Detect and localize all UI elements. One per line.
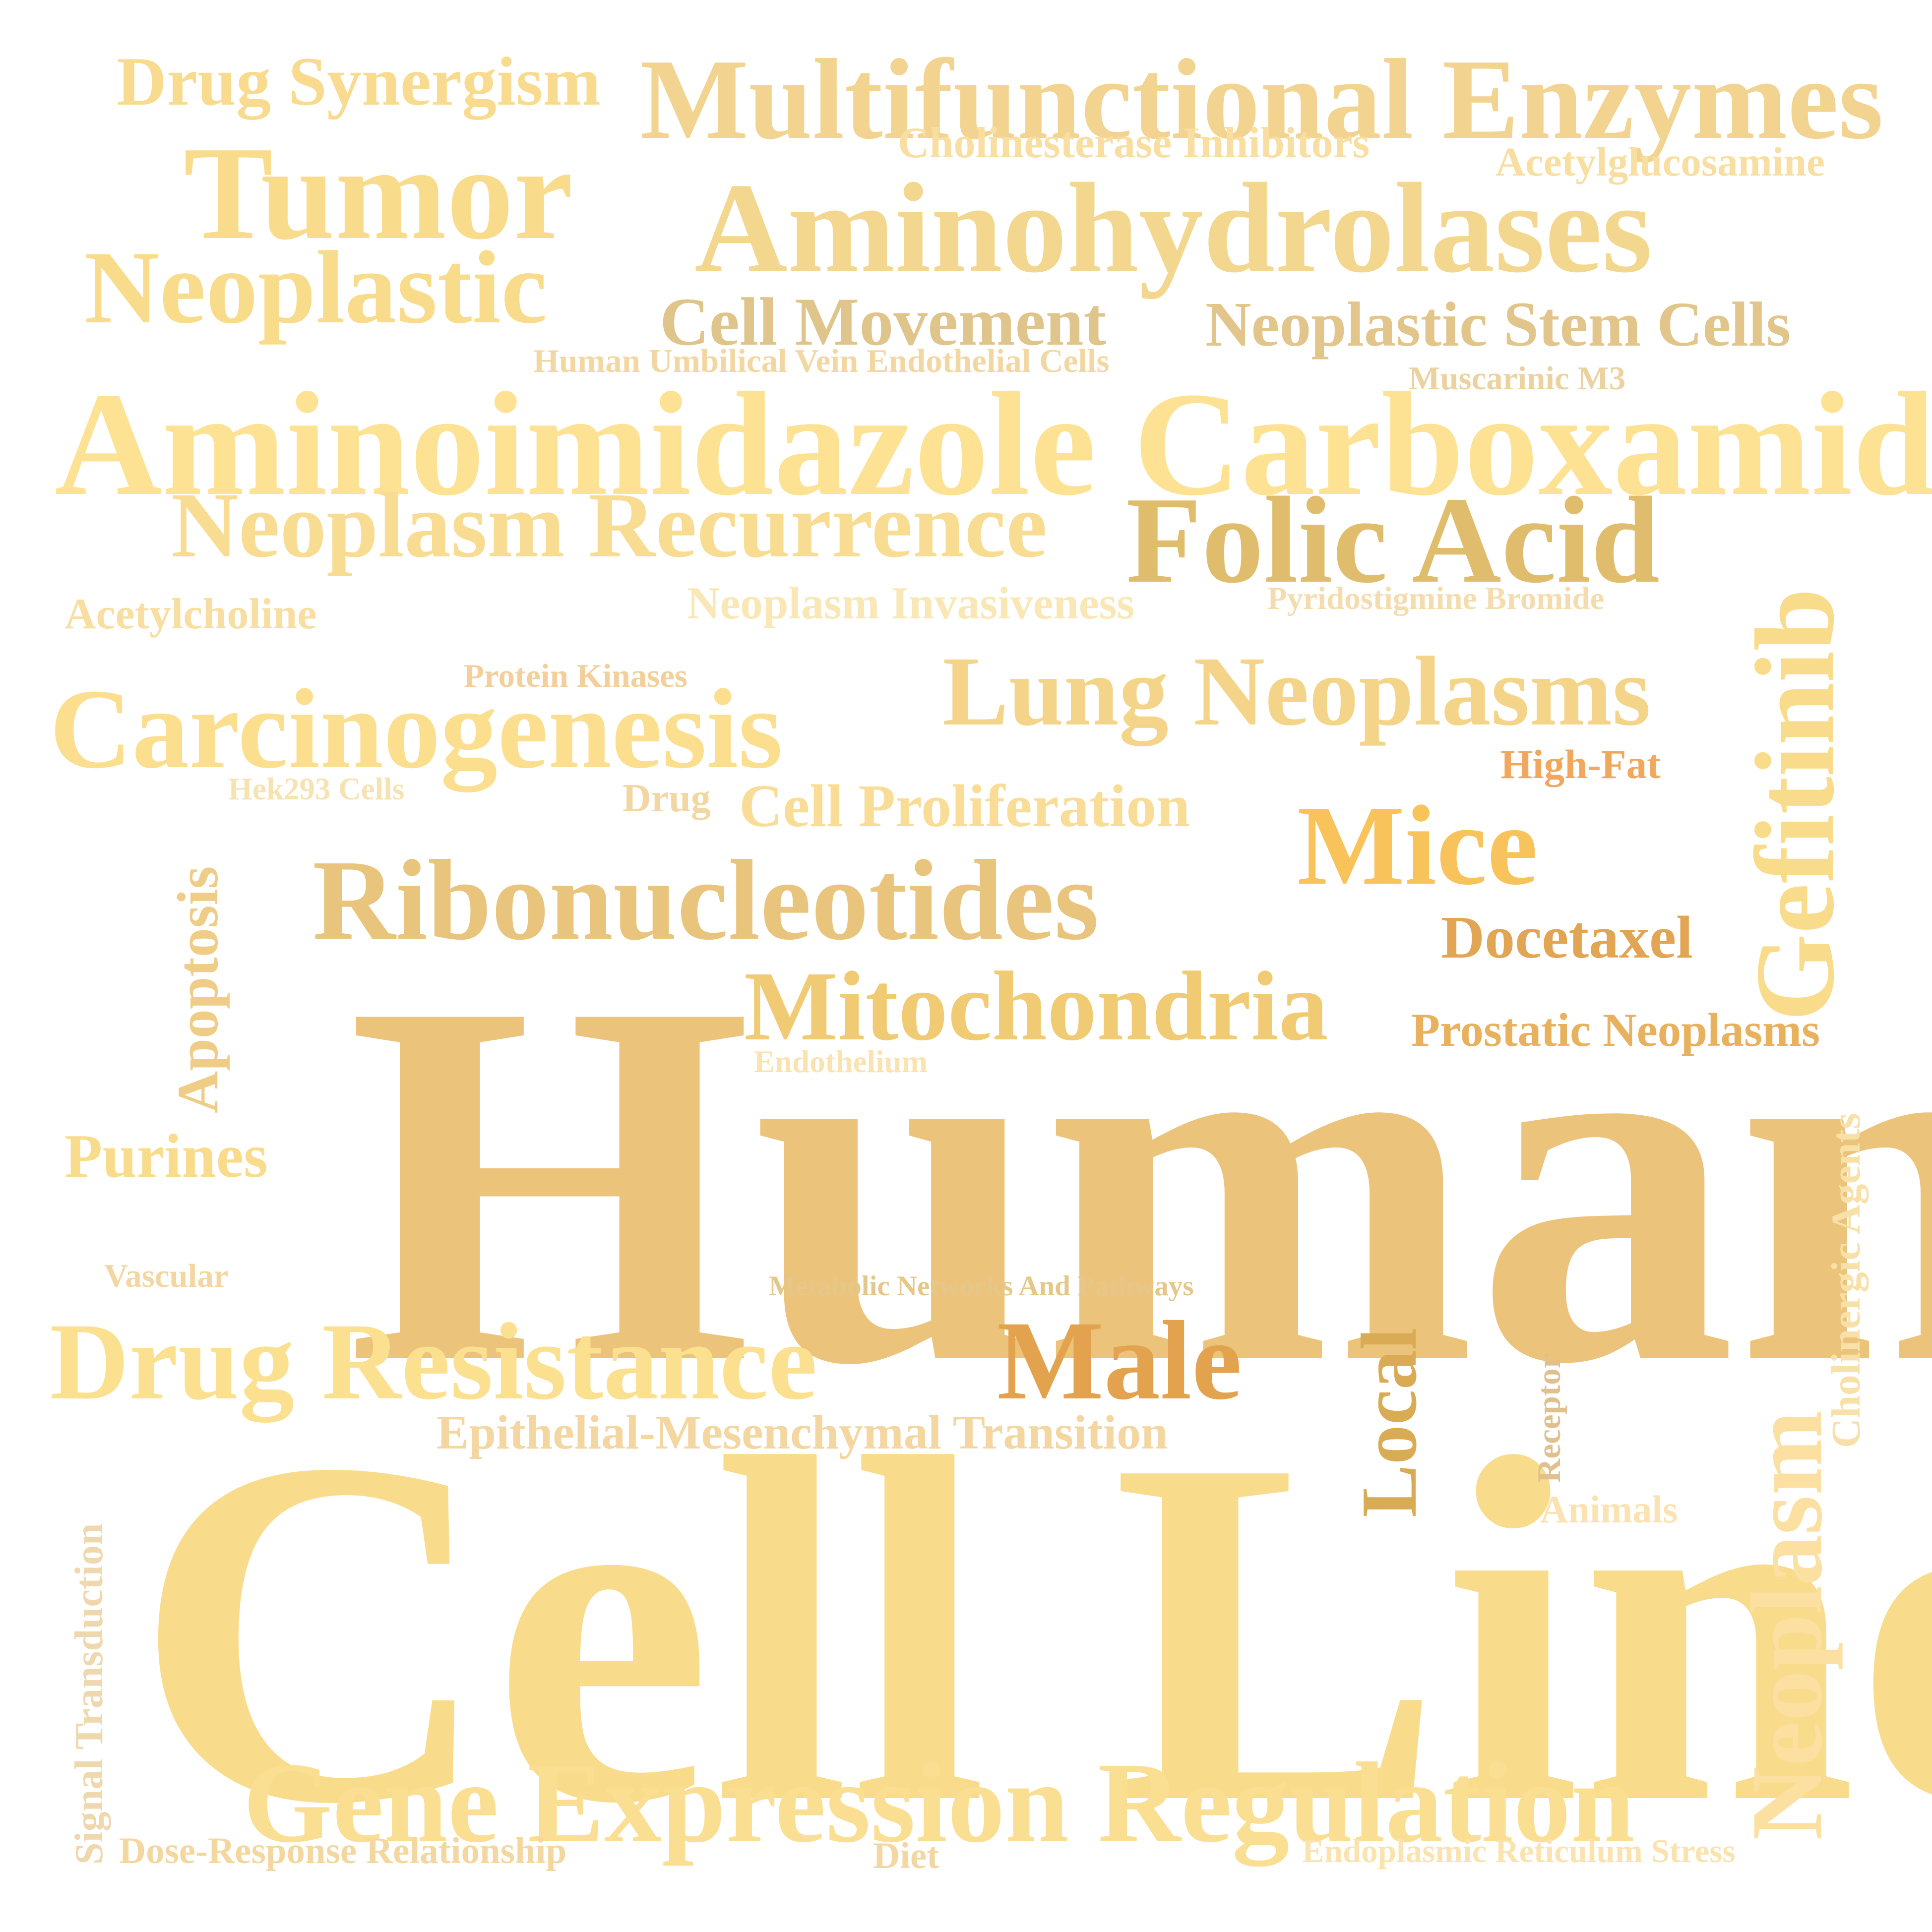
word-neoplastic: Neoplastic [84,230,548,345]
word-cell-movement: Cell Movement [660,284,1107,360]
word-vascular: Vascular [104,1258,229,1294]
word-dose-response-relationship: Dose-Response Relationship [119,1830,567,1872]
word-diet: Diet [873,1835,939,1876]
word-multifunctional-enzymes: Multifunctional Enzymes [640,36,1883,163]
word-muscarinic-m3: Muscarinic M3 [1409,360,1626,397]
word-pyridostigmine-bromide: Pyridostigmine Bromide [1267,581,1605,616]
word-hek293-cells: Hek293 Cells [228,772,405,806]
word-aminoimidazole-carboxamide: Aminoimidazole Carboxamide [55,362,1932,526]
word-endoplasmic-reticulum-stress: Endoplasmic Reticulum Stress [1302,1833,1736,1870]
word-metabolic-networks-and-pathways: Metabolic Networks And Pathways [769,1270,1194,1302]
word-aminohydrolases: Aminohydrolases [694,157,1653,300]
word-purines: Purines [64,1122,268,1191]
word-cell-line: Cell Line [134,1357,1932,1906]
word-drug: Drug [623,777,711,820]
word-cell-proliferation: Cell Proliferation [739,773,1190,840]
word-humans: Humans [347,894,1932,1471]
word-local: Local [1345,1328,1433,1517]
word-drug-resistance: Drug Resistance [50,1301,817,1423]
word-acetylcholine: Acetylcholine [64,590,317,638]
word-gefitinib: Gefitinib [1733,588,1858,1022]
word-drug-synergism: Drug Synergism [117,43,601,120]
word-folic-acid: Folic Acid [1126,472,1660,609]
word-male: Male [997,1298,1242,1423]
word-prostatic-neoplasms: Prostatic Neoplasms [1411,1004,1820,1056]
word-cholinergic-agents: Cholinergic Agents [1823,1113,1869,1448]
word-endothelium: Endothelium [754,1044,928,1079]
word-receptor: Receptor [1531,1353,1567,1483]
word-lung-neoplasms: Lung Neoplasms [942,637,1651,746]
word-epithelial-mesenchymal-transition: Epithelial-Mesenchymal Transition [436,1406,1168,1459]
word-cholinesterase-inhibitors: Cholinesterase Inhibitors [898,119,1370,167]
word-acetylglucosamine: Acetylglucosamine [1496,139,1825,184]
word-carcinogenesis: Carcinogenesis [50,665,783,792]
word-neoplastic-stem-cells: Neoplastic Stem Cells [1205,289,1791,360]
word-human-umbilical-vein-endothelial-cells: Human Umbilical Vein Endothelial Cells [533,343,1110,379]
word-high-fat: High-Fat [1500,741,1661,787]
word-apoptosis: Apoptosis [165,866,230,1113]
word-tumor: Tumor [184,119,573,267]
word-protein-kinases: Protein Kinases [464,658,688,694]
word-signal-transduction: Signal Transduction [67,1523,111,1865]
word-neoplasm: Neoplasm [1731,1410,1843,1840]
word-gene-expression-regulation: Gene Expression Regulation [243,1739,1635,1867]
word-neoplasm-recurrence: Neoplasm Recurrence [171,473,1048,577]
word-neoplasm-invasiveness: Neoplasm Invasiveness [687,578,1135,628]
word-ribonucleotides: Ribonucleotides [312,837,1099,964]
word-mice: Mice [1297,782,1538,908]
word-docetaxel: Docetaxel [1441,904,1693,971]
word-mitochondria: Mitochondria [744,952,1328,1061]
word-animals: Animals [1540,1488,1678,1531]
